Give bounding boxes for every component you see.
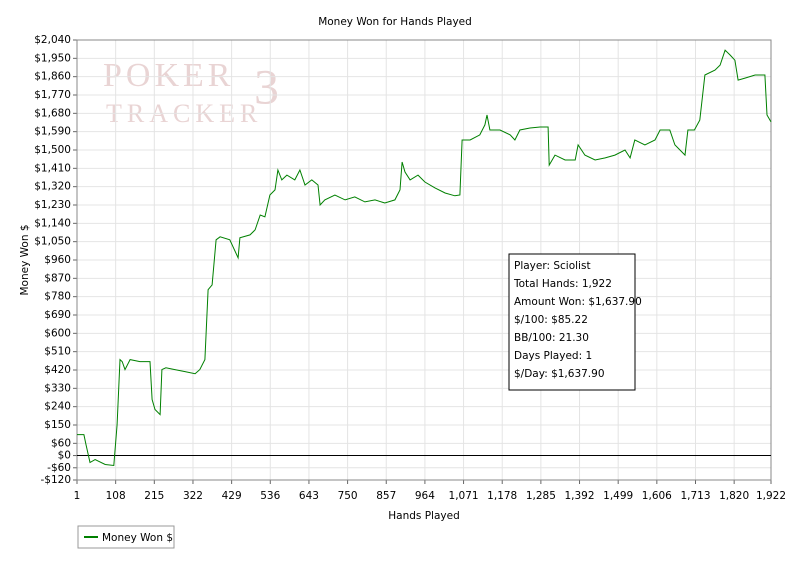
y-tick-label: -$60 [47,462,71,474]
x-tick-label: 1,285 [526,490,556,502]
x-tick-label: 429 [222,490,242,502]
x-tick-label: 643 [299,490,319,502]
y-tick-label: $960 [44,254,71,266]
legend-label: Money Won $ [102,532,173,544]
y-tick-label: $1,050 [34,236,71,248]
info-line: Player: Sciolist [514,260,591,272]
x-tick-label: 1,922 [756,490,786,502]
y-tick-label: -$120 [40,474,71,486]
x-tick-label: 215 [144,490,164,502]
y-tick-label: $2,040 [34,34,71,46]
info-line: Amount Won: $1,637.90 [514,296,642,308]
watermark: POKER [103,57,234,94]
y-tick-label: $330 [44,382,71,394]
y-tick-label: $600 [44,327,71,339]
x-tick-label: 1,392 [564,490,594,502]
chart-title: Money Won for Hands Played [318,16,472,28]
y-tick-label: $420 [44,364,71,376]
y-tick-label: $1,410 [34,162,71,174]
y-tick-label: $240 [44,401,71,413]
series-line [77,49,772,467]
y-tick-label: $150 [44,419,71,431]
x-tick-label: 1,713 [680,490,710,502]
y-tick-label: $780 [44,291,71,303]
y-tick-label: $1,860 [34,71,71,83]
y-tick-label: $1,680 [34,107,71,119]
x-tick-label: 1 [74,490,81,502]
y-tick-label: $1,230 [34,199,71,211]
x-tick-label: 1,178 [487,490,517,502]
x-tick-label: 322 [183,490,203,502]
x-tick-label: 1,606 [642,490,672,502]
info-line: Days Played: 1 [514,350,592,362]
x-tick-label: 750 [338,490,358,502]
legend-box [77,525,175,549]
y-tick-label: $1,500 [34,144,71,156]
x-tick-label: 536 [260,490,280,502]
watermark: 3 [254,58,279,114]
x-tick-label: 964 [415,490,435,502]
y-tick-label: $0 [58,450,71,462]
x-tick-label: 1,499 [603,490,633,502]
y-tick-label: $1,590 [34,126,71,138]
x-tick-label: 1,820 [719,490,749,502]
y-tick-label: $510 [44,346,71,358]
y-tick-label: $1,320 [34,181,71,193]
y-tick-label: $60 [51,437,71,449]
y-tick-label: $690 [44,309,71,321]
plot-border [76,39,772,481]
info-line: $/Day: $1,637.90 [514,368,605,380]
x-tick-label: 1,071 [449,490,479,502]
y-tick-label: $870 [44,272,71,284]
x-tick-label: 108 [106,490,126,502]
y-tick-label: $1,770 [34,89,71,101]
info-line: $/100: $85.22 [514,314,588,326]
x-tick-label: 857 [376,490,396,502]
y-tick-label: $1,140 [34,217,71,229]
y-axis-label: Money Won $ [19,224,31,295]
info-box [508,253,636,391]
info-line: Total Hands: 1,922 [513,278,612,290]
x-axis-label: Hands Played [388,510,459,522]
y-tick-label: $1,950 [34,52,71,64]
info-line: BB/100: 21.30 [514,332,589,344]
